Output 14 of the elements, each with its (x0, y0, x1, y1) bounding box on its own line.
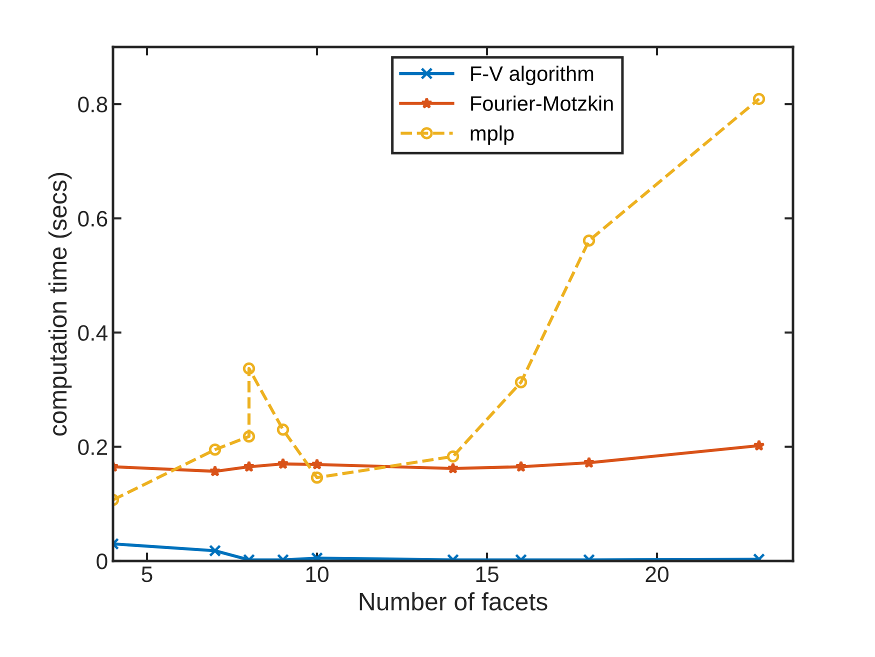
legend-label: Fourier-Motzkin (471, 96, 613, 111)
legend-label: F-V algorithm (471, 66, 594, 86)
y-tick-label: 0.2 (78, 439, 108, 456)
x-tick-label: 5 (142, 566, 152, 582)
x-axis-title: Number of facets (360, 592, 548, 610)
legend-label: mplp (470, 125, 514, 145)
y-tick-label: 0 (96, 554, 108, 570)
y-tick-label: 0.6 (78, 210, 108, 227)
y-tick-label: 0.4 (78, 325, 108, 341)
x-tick-label: 10 (306, 566, 328, 582)
x-tick-label: 20 (646, 566, 668, 582)
x-tick-label: 15 (476, 566, 498, 582)
y-axis-title: computation time (secs) (48, 172, 72, 436)
y-tick-label: 0.8 (78, 96, 108, 112)
